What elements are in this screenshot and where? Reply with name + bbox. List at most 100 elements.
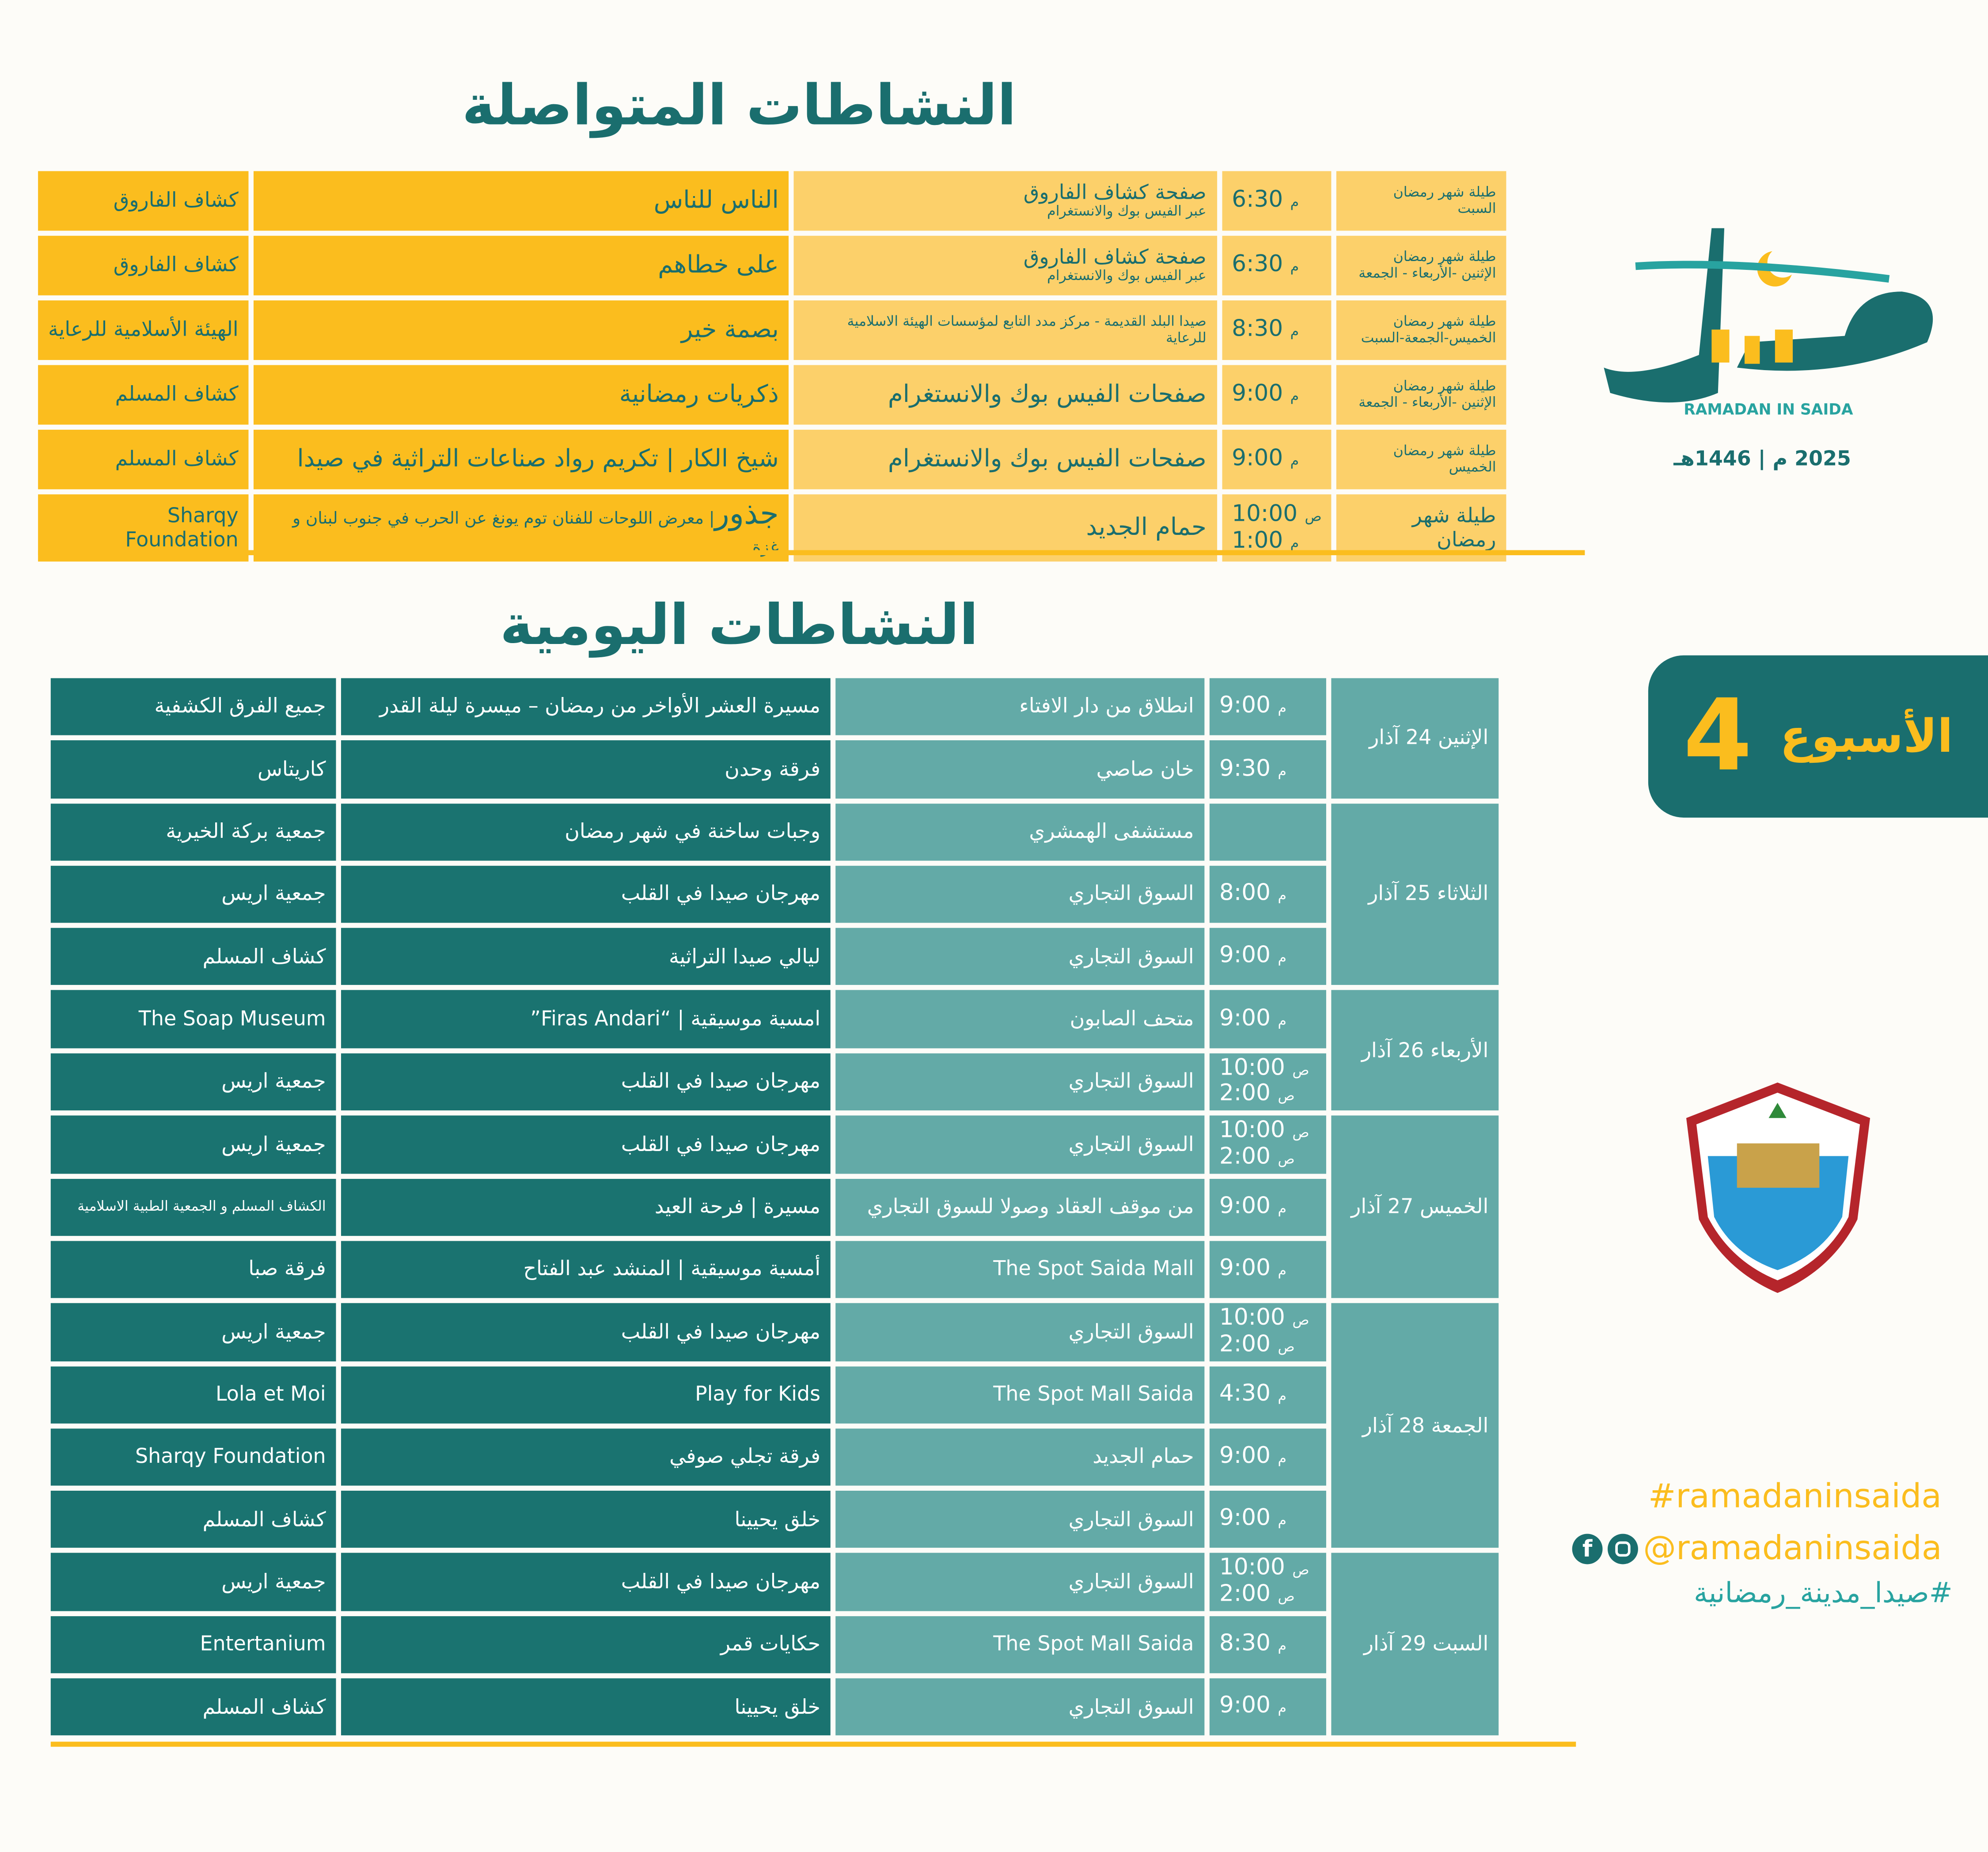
organizer-cell: كاريتاس xyxy=(50,740,336,798)
time-cell: 10:00 ص 2:00 ص xyxy=(1209,1553,1326,1611)
time-end: 1:00 xyxy=(1232,527,1283,554)
event-cell-text: شيخ الكار | تكريم رواد صناعات التراثية ف… xyxy=(297,444,779,473)
organizer-cell-text: جمعية اريس xyxy=(221,1569,326,1594)
day-cell: طيلة شهر رمضان الخميس-الجمعة-السبت xyxy=(1337,300,1506,360)
organizer-cell: الهيئة الأسلامية للرعاية xyxy=(38,300,249,360)
day-cell: الإثنين 24 آذار xyxy=(1331,678,1499,798)
event-cell-text: جذور xyxy=(714,496,779,531)
table-row: 9:00 م السوق التجاري خلق يحيينا كشاف المسلم xyxy=(50,1678,1499,1736)
event-cell-text: فرقة وحدن xyxy=(725,756,821,781)
place-cell-text: خان صاصي xyxy=(1096,756,1194,781)
event-cell-text: مهرجان صيدا في القلب xyxy=(621,881,821,906)
organizer-cell: فرقة صبا xyxy=(50,1241,336,1299)
hashtag[interactable]: #ramadaninsaida xyxy=(1648,1478,1942,1516)
social-handle[interactable]: @ramadaninsaida xyxy=(1643,1530,1942,1568)
time-cell xyxy=(1209,803,1326,861)
organizer-cell: Sharqy Foundation xyxy=(50,1428,336,1486)
place-cell-text: The Spot Mall Saida xyxy=(993,1382,1194,1406)
organizer-cell-text: جمعية اريس xyxy=(221,1131,326,1156)
am-pm: ص xyxy=(1292,1562,1309,1579)
table-row: 8:30 م The Spot Mall Saida حكايات قمر Enter… xyxy=(50,1616,1499,1674)
am-pm: م xyxy=(1290,194,1299,211)
am-pm: م xyxy=(1278,1200,1287,1217)
place-cell: السوق التجاري xyxy=(835,928,1204,986)
continuous-title: النشاطات المتواصلة xyxy=(462,73,1017,138)
organizer-cell-text: كشاف المسلم xyxy=(202,1694,326,1719)
place-cell: انطلاق من دار الافتاء xyxy=(835,678,1204,736)
time: 9:00 xyxy=(1219,942,1271,969)
time-cell: 9:00 م xyxy=(1209,928,1326,986)
organizer-cell: Lola et Moi xyxy=(50,1366,336,1424)
place-cell-text: انطلاق من دار الافتاء xyxy=(1019,694,1194,718)
time-end: 2:00 xyxy=(1219,1580,1271,1608)
place-cell-text: The Spot Saida Mall xyxy=(993,1256,1194,1281)
table-row: 9:00 م The Spot Saida Mall أمسية موسيقية |… xyxy=(50,1241,1499,1299)
organizer-cell-text: كشاف المسلم xyxy=(115,382,239,406)
time-cell: 9:00 م xyxy=(1209,1241,1326,1299)
place-cell: صفحة كشاف الفاروق عبر الفيس بوك والانستغر… xyxy=(794,171,1217,231)
event-detail: | معرض اللوحات للفنان توم يونغ عن الحرب … xyxy=(292,509,779,557)
event-cell-text: حكايات قمر xyxy=(720,1632,821,1656)
instagram-icon[interactable] xyxy=(1608,1534,1638,1564)
day-cell-text: طيلة شهر رمضان xyxy=(1393,442,1496,459)
event-cell-text: خلق يحيينا xyxy=(734,1694,821,1719)
am-pm: م xyxy=(1290,453,1299,470)
day-cell: طيلة شهر رمضان الإثنين -الأربعاء - الجمعة xyxy=(1337,365,1506,425)
organizer-cell: الكشاف المسلم و الجمعية الطبية الاسلامية xyxy=(50,1178,336,1236)
time: 9:00 xyxy=(1219,1443,1271,1469)
am-pm-end: ص xyxy=(1278,1151,1295,1167)
place-cell-text: السوق التجاري xyxy=(1068,1069,1194,1093)
week-number: 4 xyxy=(1683,679,1753,794)
event-cell: شيخ الكار | تكريم رواد صناعات التراثية ف… xyxy=(254,429,789,489)
divider-bar xyxy=(38,550,1585,556)
event-cell-text: مهرجان صيدا في القلب xyxy=(621,1069,821,1093)
table-row: طيلة شهر رمضان الإثنين -الأربعاء - الجمعة… xyxy=(38,235,1506,295)
year-gregorian: 2025 xyxy=(1795,446,1851,470)
table-row: 4:30 م The Spot Mall Saida Play for Kids Lo… xyxy=(50,1366,1499,1424)
place-cell: السوق التجاري xyxy=(835,1115,1204,1174)
time-cell: 10:00 ص 2:00 ص xyxy=(1209,1053,1326,1111)
event-cell: بصمة خير xyxy=(254,300,789,360)
organizer-cell-text: Sharqy Foundation xyxy=(135,1444,326,1469)
am-pm: م xyxy=(1290,323,1299,340)
organizer-cell-text: كشاف المسلم xyxy=(202,944,326,968)
am-pm: م xyxy=(1278,887,1287,904)
place-cell-text: السوق التجاري xyxy=(1068,1507,1194,1531)
day-cell: الخميس 27 آذار xyxy=(1331,1115,1499,1299)
am-pm: م xyxy=(1278,1638,1287,1655)
event-cell-text: مهرجان صيدا في القلب xyxy=(621,1131,821,1156)
time: 9:00 xyxy=(1232,445,1283,472)
day-cell-text: الثلاثاء 25 آذار xyxy=(1368,881,1489,906)
time-cell: 10:00 ص 2:00 ص xyxy=(1209,1115,1326,1174)
place-cell-text: السوق التجاري xyxy=(1068,1569,1194,1594)
am-pm: ص xyxy=(1292,1312,1309,1329)
am-pm: ص xyxy=(1292,1062,1309,1079)
place-cell-text: صفحات الفيس بوك والانستغرام xyxy=(888,379,1206,408)
time-cell: 9:00 م xyxy=(1209,1178,1326,1236)
am-pm-end: ص xyxy=(1278,1088,1295,1105)
event-cell: على خطاهم xyxy=(254,235,789,295)
day-cell: الثلاثاء 25 آذار xyxy=(1331,803,1499,986)
organizer-cell: كشاف المسلم xyxy=(50,1678,336,1736)
time-end: 2:00 xyxy=(1219,1143,1271,1170)
organizer-cell-text: جميع الفرق الكشفية xyxy=(154,694,326,718)
table-row: 10:00 ص 2:00 ص السوق التجاري مهرجان صيدا في… xyxy=(50,1053,1499,1111)
organizer-cell-text: جمعية اريس xyxy=(221,1319,326,1343)
arabic-hashtag[interactable]: #صيدا_مدينة_رمضانية xyxy=(1694,1578,1953,1610)
table-row: طيلة شهر رمضان الإثنين -الأربعاء - الجمعة… xyxy=(38,365,1506,425)
organizer-cell-text: كشاف المسلم xyxy=(202,1507,326,1531)
place-cell: The Spot Saida Mall xyxy=(835,1241,1204,1299)
time: 6:30 xyxy=(1232,186,1283,213)
am-pm: م xyxy=(1278,1512,1287,1530)
social-handle-row: f @ramadaninsaida xyxy=(1572,1530,1953,1568)
organizer-cell: كشاف الفاروق xyxy=(38,171,249,231)
event-cell: مهرجان صيدا في القلب xyxy=(341,865,831,923)
event-cell: مهرجان صيدا في القلب xyxy=(341,1553,831,1611)
day-cell-text: السبت 29 آذار xyxy=(1363,1632,1489,1656)
time: 9:00 xyxy=(1219,1505,1271,1532)
table-row: السبت 29 آذار 10:00 ص 2:00 ص السوق التجاري م… xyxy=(50,1553,1499,1736)
facebook-icon[interactable]: f xyxy=(1572,1534,1603,1564)
table-row: الخميس 27 آذار 10:00 ص 2:00 ص السوق التجاري… xyxy=(50,1115,1499,1299)
organizer-cell: The Soap Museum xyxy=(50,990,336,1048)
day-cell: الجمعة 28 آذار xyxy=(1331,1303,1499,1549)
